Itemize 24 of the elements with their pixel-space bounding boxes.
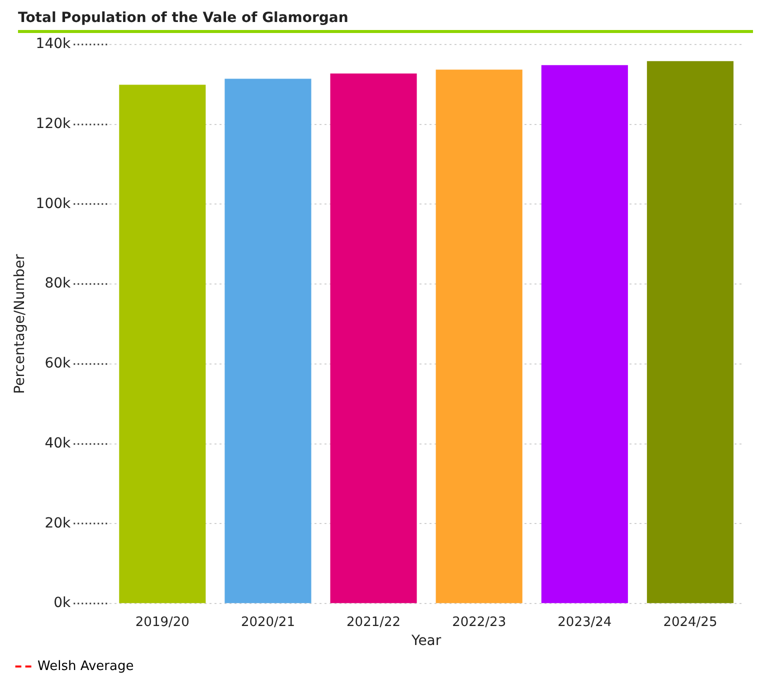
bar [646, 61, 734, 604]
x-tick-label: 2020/21 [240, 614, 295, 630]
y-tick-label: 20k [44, 515, 72, 532]
bar [541, 65, 628, 604]
y-tick-label: 0k [54, 595, 72, 612]
x-tick-label: 2019/20 [135, 614, 190, 630]
bar [119, 84, 206, 604]
x-tick-label: 2024/25 [663, 614, 718, 630]
chart-title: Total Population of the Vale of Glamorgan [17, 9, 350, 28]
y-tick-label: 140k [36, 36, 72, 52]
y-tick-label: 40k [44, 435, 72, 452]
y-axis-title: Percentage/Number [12, 254, 28, 394]
bar [436, 70, 522, 604]
x-axis-title: Year [410, 633, 442, 650]
y-tick-label: 60k [44, 356, 72, 372]
x-tick-label: 2021/22 [346, 614, 401, 630]
x-tick-label: 2023/24 [558, 614, 612, 630]
bar [330, 74, 417, 604]
bar [224, 78, 312, 604]
x-tick-label: 2022/23 [452, 614, 506, 630]
y-tick-label: 120k [36, 116, 72, 132]
legend-label: Welsh Average [38, 658, 134, 674]
y-tick-label: 80k [44, 276, 72, 292]
y-tick-label: 100k [36, 196, 72, 212]
